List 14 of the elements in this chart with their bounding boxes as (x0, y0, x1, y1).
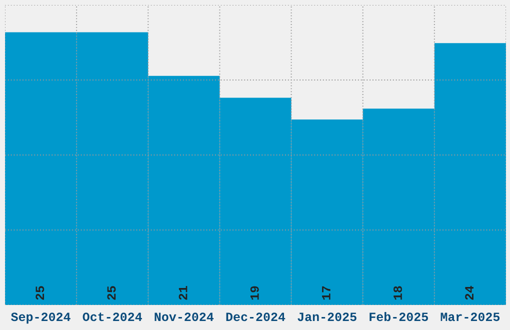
data-label: 18 (394, 286, 402, 300)
x-tick-label: Mar-2025 (440, 312, 500, 322)
x-tick-label: Oct-2024 (82, 312, 142, 322)
x-tick-label: Sep-2024 (11, 312, 70, 324)
data-label: 25 (36, 286, 44, 300)
data-label: 21 (178, 286, 188, 300)
x-tick-label: Feb-2025 (370, 312, 428, 322)
x-tick-label: Jan-2025 (298, 312, 356, 322)
data-label: 17 (322, 286, 330, 300)
data-label: 24 (465, 286, 474, 300)
data-label: 25 (107, 286, 116, 300)
data-label: 19 (250, 286, 259, 300)
x-tick-label: Nov-2024 (154, 312, 214, 322)
x-tick-label: Dec-2024 (226, 312, 286, 322)
